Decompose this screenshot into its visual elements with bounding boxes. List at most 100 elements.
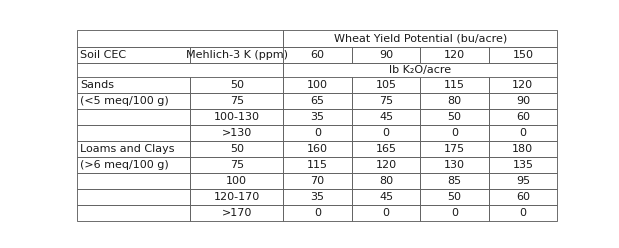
Bar [488, 93, 557, 109]
Bar [284, 205, 352, 221]
Bar [284, 77, 352, 93]
Bar [352, 157, 420, 173]
Bar [488, 77, 557, 93]
Bar [77, 173, 190, 189]
Bar [352, 125, 420, 141]
Text: 180: 180 [513, 144, 534, 154]
Bar [488, 173, 557, 189]
Bar [77, 77, 190, 93]
Text: 80: 80 [448, 96, 462, 106]
Bar [190, 157, 284, 173]
Bar [420, 77, 488, 93]
Text: 50: 50 [230, 80, 244, 91]
Text: >170: >170 [222, 208, 252, 218]
Text: 165: 165 [376, 144, 397, 154]
Bar [190, 189, 284, 205]
Bar [352, 109, 420, 125]
Bar [352, 77, 420, 93]
Text: 0: 0 [314, 128, 321, 138]
Text: 90: 90 [516, 96, 530, 106]
Text: 50: 50 [448, 192, 462, 202]
Text: 0: 0 [451, 128, 458, 138]
Bar [420, 125, 488, 141]
Bar [488, 141, 557, 157]
Bar [77, 47, 190, 63]
Bar [190, 93, 284, 109]
Text: 150: 150 [513, 50, 534, 60]
Bar [284, 173, 352, 189]
Text: 120-170: 120-170 [214, 192, 260, 202]
Text: 160: 160 [307, 144, 328, 154]
Text: (>6 meq/100 g): (>6 meq/100 g) [80, 160, 169, 170]
Bar [420, 47, 488, 63]
Bar [77, 157, 190, 173]
Bar [488, 189, 557, 205]
Bar [77, 93, 190, 109]
Bar [284, 93, 352, 109]
Text: 0: 0 [383, 208, 389, 218]
Text: 100: 100 [307, 80, 328, 91]
Text: 85: 85 [448, 176, 462, 186]
Text: 105: 105 [376, 80, 397, 91]
Bar [488, 157, 557, 173]
Bar [420, 157, 488, 173]
Text: 0: 0 [383, 128, 389, 138]
Bar [284, 189, 352, 205]
Text: 70: 70 [311, 176, 325, 186]
Text: 115: 115 [307, 160, 328, 170]
Text: 175: 175 [444, 144, 465, 154]
Text: 35: 35 [311, 192, 324, 202]
Bar [284, 109, 352, 125]
Text: >130: >130 [222, 128, 252, 138]
Bar [190, 141, 284, 157]
Bar [352, 205, 420, 221]
Text: lb K₂O/acre: lb K₂O/acre [389, 65, 451, 75]
Text: 60: 60 [516, 112, 530, 122]
Text: 75: 75 [230, 96, 244, 106]
Bar [352, 93, 420, 109]
Bar [77, 109, 190, 125]
Bar [352, 189, 420, 205]
Text: Sands: Sands [80, 80, 115, 91]
Text: 75: 75 [230, 160, 244, 170]
Text: 45: 45 [379, 112, 393, 122]
Text: 135: 135 [513, 160, 534, 170]
Bar [77, 189, 190, 205]
Bar [420, 205, 488, 221]
Text: 120: 120 [513, 80, 534, 91]
Bar [352, 141, 420, 157]
Text: (<5 meq/100 g): (<5 meq/100 g) [80, 96, 169, 106]
Text: 130: 130 [444, 160, 465, 170]
Bar [352, 173, 420, 189]
Text: 0: 0 [314, 208, 321, 218]
Text: Mehlich-3 K (ppm): Mehlich-3 K (ppm) [186, 50, 288, 60]
Bar [77, 63, 284, 77]
Bar [488, 125, 557, 141]
Bar [420, 141, 488, 157]
Bar [77, 125, 190, 141]
Bar [488, 205, 557, 221]
Bar [488, 47, 557, 63]
Bar [284, 141, 352, 157]
Bar [284, 30, 557, 47]
Bar [420, 93, 488, 109]
Bar [190, 205, 284, 221]
Text: 45: 45 [379, 192, 393, 202]
Text: Wheat Yield Potential (bu/acre): Wheat Yield Potential (bu/acre) [334, 33, 507, 43]
Text: 90: 90 [379, 50, 393, 60]
Bar [284, 63, 557, 77]
Bar [77, 141, 190, 157]
Text: 120: 120 [376, 160, 397, 170]
Text: 115: 115 [444, 80, 465, 91]
Bar [488, 109, 557, 125]
Text: 65: 65 [311, 96, 324, 106]
Bar [77, 30, 284, 47]
Bar [190, 109, 284, 125]
Bar [420, 109, 488, 125]
Text: 100: 100 [227, 176, 247, 186]
Text: 0: 0 [451, 208, 458, 218]
Text: 35: 35 [311, 112, 324, 122]
Bar [284, 157, 352, 173]
Bar [77, 205, 190, 221]
Text: 95: 95 [516, 176, 530, 186]
